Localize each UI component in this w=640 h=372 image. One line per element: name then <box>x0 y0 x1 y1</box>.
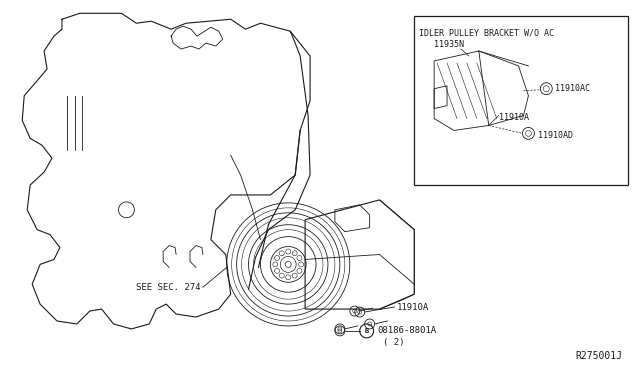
Text: B: B <box>365 328 369 334</box>
Text: 08186-8801A: 08186-8801A <box>378 326 436 336</box>
Text: 11910AD: 11910AD <box>538 131 573 140</box>
Text: 11910A: 11910A <box>499 113 529 122</box>
Text: 11910AC: 11910AC <box>556 84 590 93</box>
Text: 11910A: 11910A <box>396 302 429 312</box>
Text: R275001J: R275001J <box>576 351 623 361</box>
Text: 11935N: 11935N <box>434 40 464 49</box>
Text: SEE SEC. 274: SEE SEC. 274 <box>136 283 201 292</box>
Text: IDLER PULLEY BRACKET W/O AC: IDLER PULLEY BRACKET W/O AC <box>419 28 554 37</box>
Bar <box>414 16 628 185</box>
Text: ( 2): ( 2) <box>383 338 404 347</box>
